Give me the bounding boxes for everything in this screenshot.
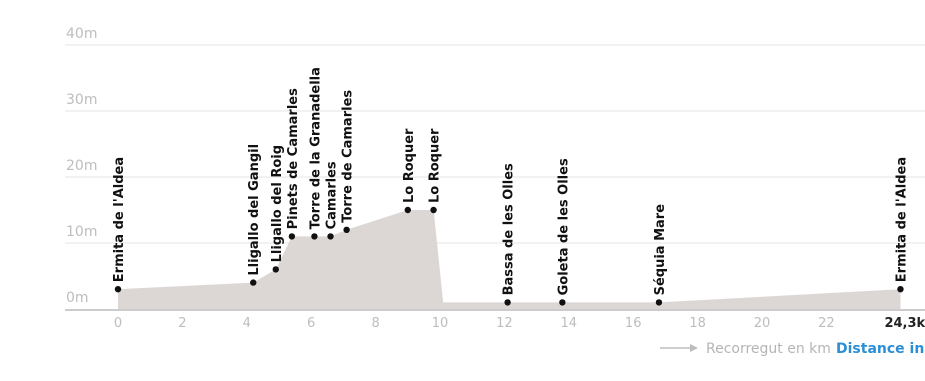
x-tick-label: 8 [371, 316, 379, 331]
x-axis-ticks: 0 2 4 6 8 10 12 14 16 18 20 22 24,3km [114, 316, 925, 331]
grid-lines [65, 44, 925, 244]
waypoint-dot [272, 266, 279, 273]
x-tick-label: 2 [178, 316, 186, 331]
x-tick-label: 6 [307, 316, 315, 331]
waypoint-dot [559, 299, 566, 306]
x-axis-legend: Recorregut en km Distance in km [660, 341, 925, 357]
y-tick-label: 0m [66, 290, 89, 306]
y-axis-ticks: 0m 10m 20m 30m 40m [66, 26, 97, 306]
waypoint-dot [504, 299, 511, 306]
y-tick-label: 10m [66, 224, 97, 240]
x-tick-label: 18 [689, 316, 706, 331]
waypoint-dot [288, 233, 296, 240]
waypoint-label: Goleta de les Olles [556, 158, 571, 295]
waypoint-label: Lo Roquer [428, 128, 443, 203]
x-tick-label: 16 [625, 316, 642, 331]
elevation-area [118, 210, 901, 309]
waypoint-label: Bassa de les Olles [502, 163, 517, 295]
waypoint-dot [327, 233, 334, 240]
waypoint-label: Ermita de l'Aldea [894, 157, 909, 282]
waypoint-dot [655, 299, 663, 306]
waypoint-label: Camarles [325, 161, 340, 229]
waypoint-label: Lligallo del Roig [270, 145, 285, 262]
xlabel-english: Distance in km [836, 341, 925, 357]
x-tick-label: 10 [432, 316, 449, 331]
waypoint-dot [114, 286, 122, 293]
x-tick-label: 4 [243, 316, 251, 331]
waypoint-label: Séquia Mare [653, 204, 668, 296]
xlabel-catalan: Recorregut en km [706, 341, 831, 357]
waypoint-label: Lo Roquer [402, 128, 417, 203]
waypoint-label: Lligallo del Gangil [247, 144, 262, 276]
waypoints: Ermita de l'Aldea Lligallo del Gangil Llig… [112, 67, 909, 306]
x-tick-label: 22 [818, 316, 835, 331]
y-tick-label: 30m [66, 92, 97, 108]
waypoint-label: Ermita de l'Aldea [112, 157, 127, 282]
waypoint-dot [897, 286, 904, 293]
waypoint-dot [311, 233, 318, 240]
waypoint-label: Torre de Camarles [341, 90, 356, 223]
waypoint-label: Torre de la Granadella [308, 67, 323, 229]
x-tick-label: 12 [496, 316, 513, 331]
x-tick-label: 24,3km [884, 316, 925, 331]
waypoint-dot [404, 206, 411, 214]
waypoint-dot [250, 279, 257, 286]
waypoint-label: Pinets de Camarles [286, 88, 301, 229]
waypoint-dot [343, 226, 350, 233]
x-tick-label: 0 [114, 316, 122, 331]
x-tick-label: 14 [561, 316, 578, 331]
waypoint-dot [430, 206, 437, 214]
y-tick-label: 20m [66, 158, 97, 174]
x-tick-label: 20 [754, 316, 771, 331]
arrow-head-icon [690, 344, 698, 352]
y-tick-label: 40m [66, 26, 97, 42]
